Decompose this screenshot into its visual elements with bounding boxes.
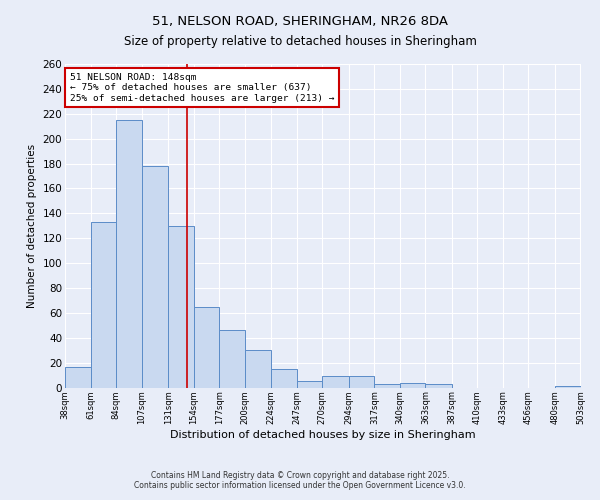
Bar (400, 382, 425, 388)
Bar (65, 366, 91, 388)
Bar (245, 350, 271, 388)
Text: Size of property relative to detached houses in Sheringham: Size of property relative to detached ho… (124, 35, 476, 48)
Bar (297, 382, 322, 388)
Text: 51 NELSON ROAD: 148sqm
← 75% of detached houses are smaller (637)
25% of semi-de: 51 NELSON ROAD: 148sqm ← 75% of detached… (70, 72, 334, 102)
Bar (142, 166, 168, 388)
Text: 51, NELSON ROAD, SHERINGHAM, NR26 8DA: 51, NELSON ROAD, SHERINGHAM, NR26 8DA (152, 15, 448, 28)
Bar (168, 226, 194, 388)
Y-axis label: Number of detached properties: Number of detached properties (27, 144, 37, 308)
Text: Contains HM Land Registry data © Crown copyright and database right 2025.
Contai: Contains HM Land Registry data © Crown c… (134, 470, 466, 490)
Bar (271, 369, 297, 388)
Bar (555, 386, 581, 388)
Bar (425, 384, 452, 388)
Bar (91, 222, 116, 388)
Bar (194, 306, 219, 388)
Bar (219, 330, 245, 388)
X-axis label: Distribution of detached houses by size in Sheringham: Distribution of detached houses by size … (170, 430, 476, 440)
Bar (349, 376, 374, 388)
Bar (116, 120, 142, 388)
Bar (374, 384, 400, 388)
Bar (322, 376, 349, 388)
